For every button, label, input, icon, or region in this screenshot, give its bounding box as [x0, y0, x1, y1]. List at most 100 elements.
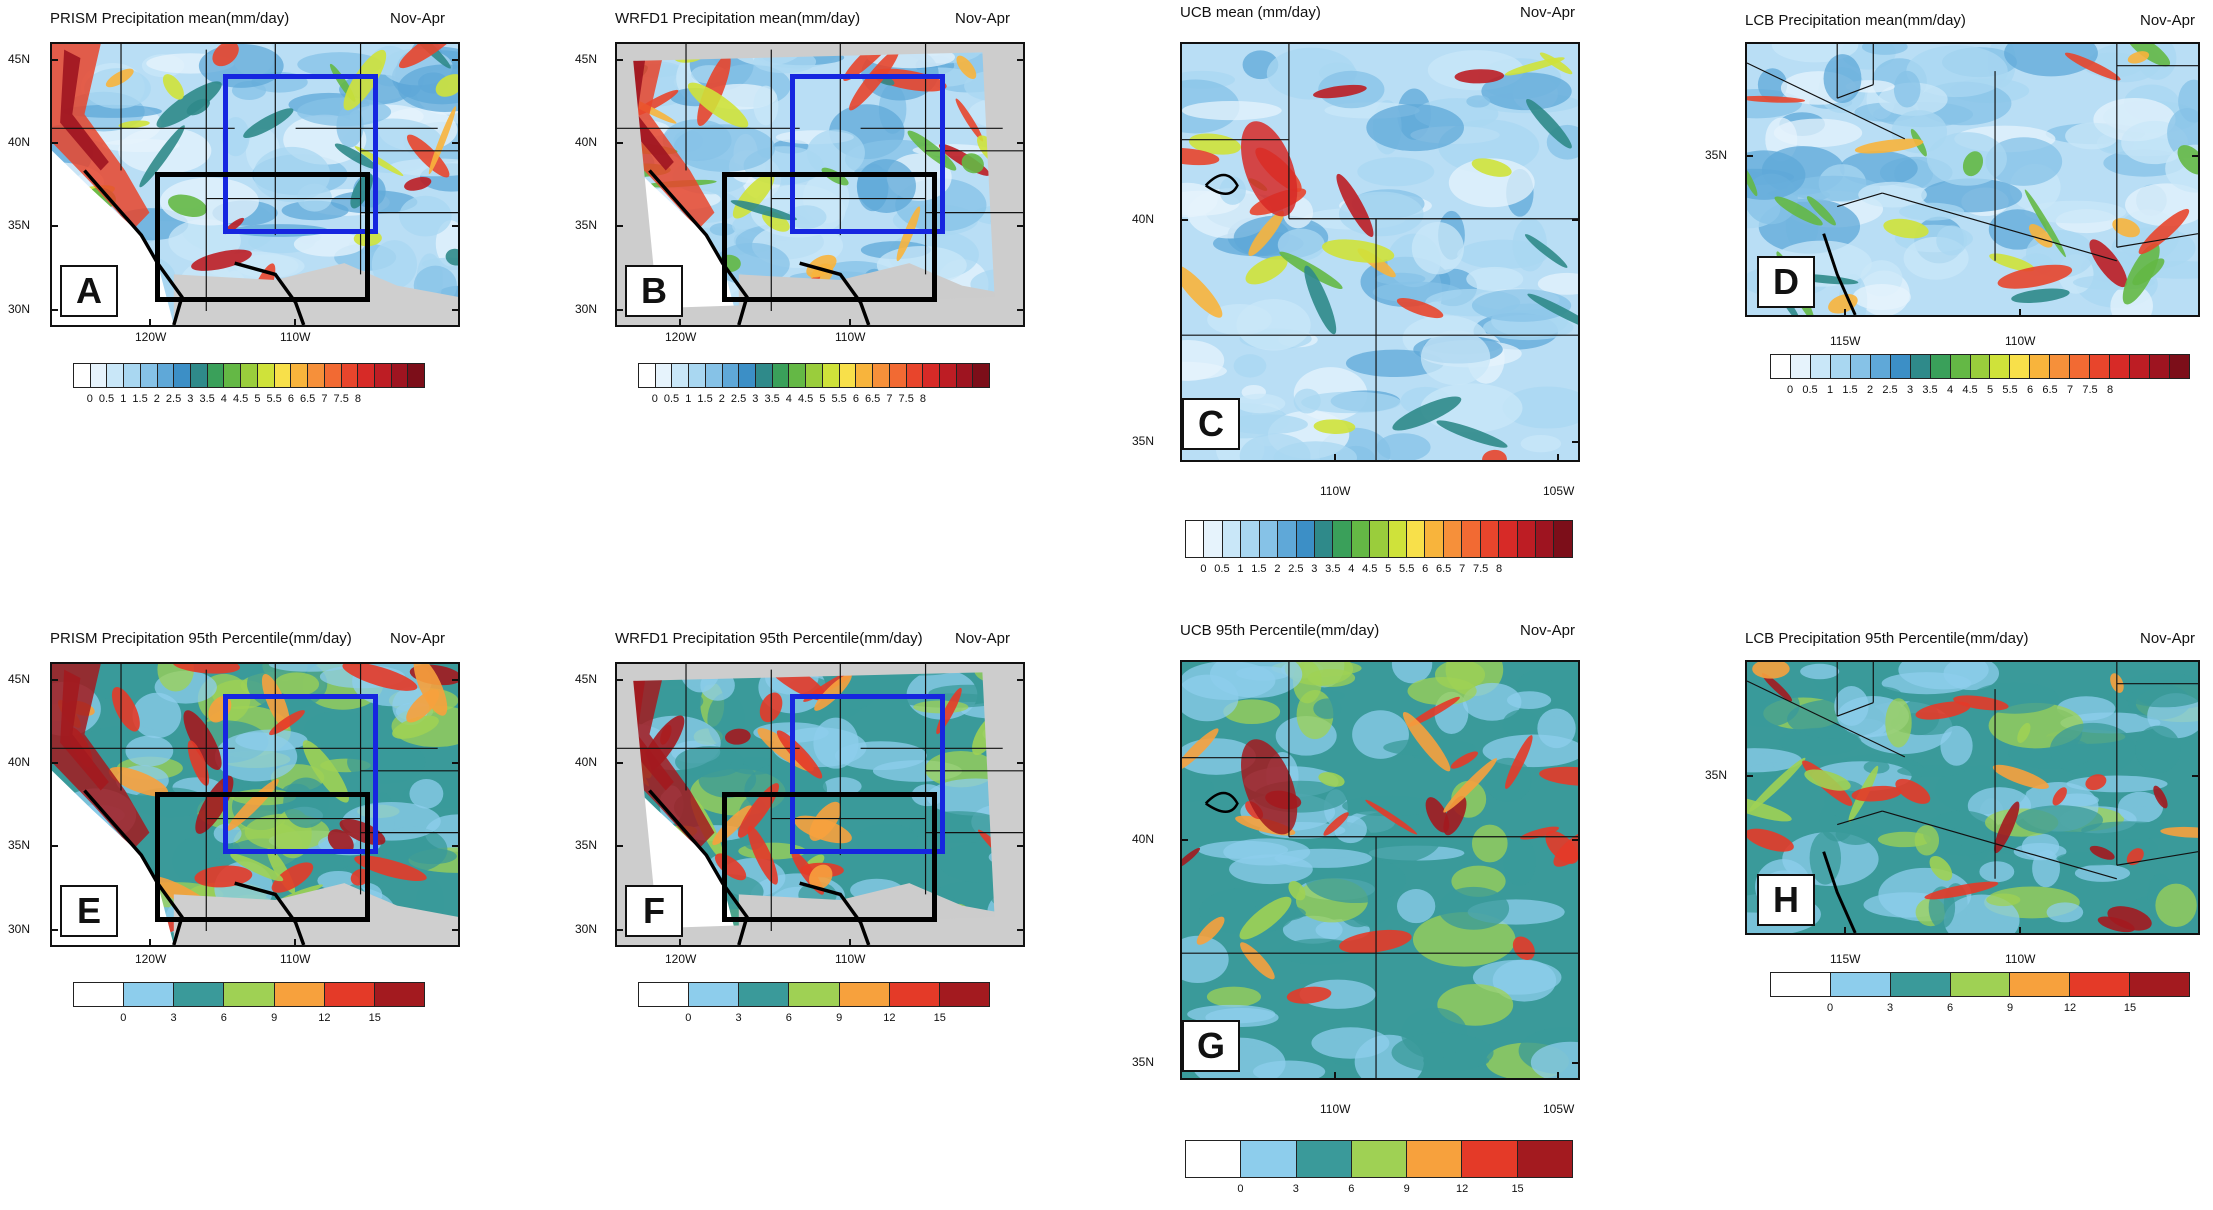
season-label: Nov-Apr: [2140, 630, 2196, 647]
y-tick-mark: [50, 762, 58, 764]
lcb-domain-box: [722, 792, 937, 922]
panel-title: PRISM Precipitation 95th Percentile(mm/d…: [50, 630, 352, 647]
colorbar-swatch: [639, 983, 690, 1006]
colorbar-label: 12: [318, 1012, 331, 1024]
colorbar-label: 5.5: [2002, 384, 2018, 396]
x-tick-label: 110W: [2005, 334, 2036, 348]
colorbar-swatch: [1517, 521, 1537, 557]
colorbar-swatch: [1388, 521, 1408, 557]
colorbar-swatch: [2010, 973, 2071, 996]
coastline: [799, 881, 871, 945]
y-tick-mark: [1745, 775, 1753, 777]
colorbar-swatch: [1222, 521, 1242, 557]
y-tick-mark: [1017, 845, 1025, 847]
colorbar-label: 9: [1403, 1183, 1410, 1195]
colorbar-label: 5: [1385, 563, 1392, 575]
colorbar-label: 1.5: [1842, 384, 1858, 396]
colorbar-label: 4.5: [1362, 563, 1378, 575]
colorbar-swatch: [408, 364, 425, 387]
colorbar-swatch: [324, 364, 342, 387]
colorbar-swatch: [789, 983, 840, 1006]
x-tick-mark: [849, 319, 851, 327]
colorbar-swatch: [1407, 1141, 1463, 1177]
colorbar-swatch: [1890, 355, 1911, 378]
lake-outline: [1204, 173, 1239, 195]
y-tick-mark: [2192, 155, 2200, 157]
colorbar-labels: 0 0.5 1 1.5 2 2.5 3 3.5 4 4.5 5 5.5 6 6.5 7 7.5 8: [638, 393, 990, 409]
colorbar-swatch: [74, 364, 91, 387]
y-tick-label: 35N: [575, 838, 598, 852]
colorbar-swatch: [873, 364, 890, 387]
colorbar-swatch: [1204, 521, 1223, 557]
y-tick-mark: [50, 59, 58, 61]
season-label: Nov-Apr: [390, 630, 446, 647]
y-tick-mark: [615, 845, 623, 847]
colorbar-swatch: [1425, 521, 1444, 557]
panel-title: WRFD1 Precipitation mean(mm/day): [615, 10, 861, 27]
colorbar-swatch: [1241, 521, 1260, 557]
colorbar-labels: 0 0.5 1 1.5 2 2.5 3 3.5 4 4.5 5 5.5 6 6.5 7 7.5 8: [1185, 563, 1573, 579]
colorbar-swatch: [939, 983, 989, 1006]
colorbar-labels: 0 3 6 9 12 15: [1185, 1183, 1573, 1199]
y-tick-mark: [1180, 219, 1188, 221]
colorbar-swatch: [1370, 521, 1389, 557]
y-tick-mark: [452, 225, 460, 227]
colorbar-swatch: [1850, 355, 1871, 378]
map-frame: [615, 662, 1025, 947]
state-borders: [1182, 662, 1578, 1078]
colorbar-label: 3: [735, 1012, 742, 1024]
colorbar-swatch: [839, 983, 890, 1006]
y-tick-mark: [1180, 839, 1188, 841]
y-tick-mark: [1017, 142, 1025, 144]
y-tick-mark: [615, 142, 623, 144]
ucb-domain-box: [223, 694, 378, 854]
colorbar-label: 1: [120, 393, 127, 405]
colorbar-swatch: [224, 983, 275, 1006]
map-canvas: [1182, 662, 1578, 1078]
y-tick-mark: [452, 762, 460, 764]
x-tick-label: 110W: [835, 952, 866, 966]
colorbar-swatch: [739, 364, 757, 387]
colorbar-label: 6: [852, 393, 859, 405]
colorbar-label: 9: [836, 1012, 843, 1024]
colorbar-label: 6.5: [300, 393, 316, 405]
colorbar-label: 2.5: [1882, 384, 1898, 396]
y-tick-label: 45N: [8, 672, 31, 686]
x-tick-mark: [1557, 1072, 1559, 1080]
colorbar-labels: 0 3 6 9 12 15: [638, 1012, 990, 1028]
colorbar-label: 7.5: [2082, 384, 2098, 396]
colorbar-label: 4.5: [232, 393, 249, 405]
colorbar-label: 4: [220, 393, 227, 405]
colorbar-swatch: [74, 983, 125, 1006]
x-tick-mark: [294, 939, 296, 947]
colorbar-swatch: [374, 983, 424, 1006]
x-tick-mark: [149, 319, 151, 327]
panel-letter: C: [1182, 398, 1240, 450]
x-tick-mark: [149, 939, 151, 947]
colorbar-swatch: [672, 364, 690, 387]
colorbar-swatch: [1830, 355, 1851, 378]
colorbar-label: 1.5: [697, 393, 713, 405]
colorbar-swatch: [689, 983, 740, 1006]
colorbar-label: 8: [1496, 563, 1503, 575]
colorbar-label: 7.5: [333, 393, 349, 405]
colorbar-swatch: [1462, 1141, 1518, 1177]
colorbar-label: 3: [1886, 1002, 1894, 1014]
colorbar-label: 4.5: [1962, 384, 1978, 396]
colorbar-label: 1.5: [132, 393, 148, 405]
coastline: [1822, 233, 1857, 315]
x-tick-label: 110W: [280, 952, 311, 966]
x-tick-label: 105W: [1543, 484, 1575, 498]
ucb-domain-box: [223, 74, 378, 234]
panel-letter: E: [60, 885, 118, 937]
y-tick-mark: [1745, 155, 1753, 157]
y-tick-mark: [1017, 225, 1025, 227]
y-tick-mark: [452, 142, 460, 144]
colorbar-label: 5.5: [1399, 563, 1415, 575]
x-tick-mark: [1557, 454, 1559, 462]
map-frame: [1745, 660, 2200, 935]
x-tick-label: 110W: [280, 330, 311, 344]
colorbar-swatch: [739, 983, 790, 1006]
colorbar-swatch: [1790, 355, 1811, 378]
y-tick-label: 40N: [575, 135, 598, 149]
